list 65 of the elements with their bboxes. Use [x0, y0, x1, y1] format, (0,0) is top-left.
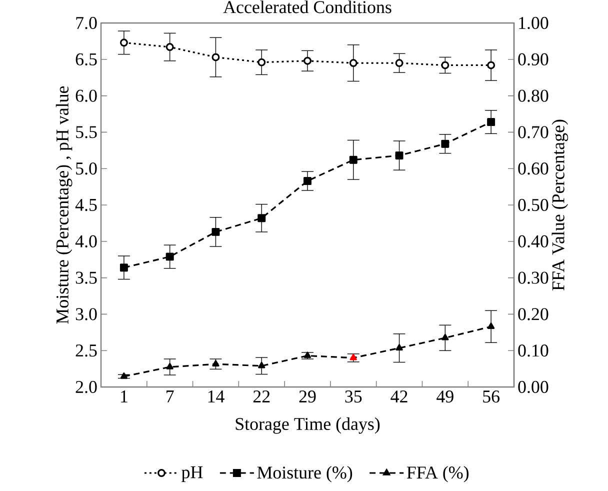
point	[120, 372, 128, 379]
point	[304, 176, 312, 185]
point	[166, 43, 174, 52]
y2-axis-title: FFA Value (Percentage)	[552, 120, 568, 290]
legend-label: FFA (%)	[406, 466, 469, 482]
y-tick-label: 7.0	[76, 16, 97, 30]
point	[396, 344, 403, 350]
point	[212, 228, 220, 236]
y2-tick-label: 0.70	[518, 126, 548, 138]
y-tick-label: 5.0	[76, 162, 97, 175]
x-axis-title: Storage Time (days)	[236, 417, 380, 434]
x-tick-label: 35	[345, 390, 362, 403]
y-tick-label: 3.0	[76, 308, 97, 320]
point	[166, 252, 174, 261]
point	[212, 53, 220, 62]
point	[442, 334, 449, 340]
point	[258, 362, 266, 368]
point	[120, 264, 128, 272]
point	[349, 59, 358, 68]
point	[349, 156, 358, 164]
y-axis-title: Moisture (Percentage) , pH value	[56, 86, 72, 324]
point	[395, 59, 404, 68]
y-tick-label: 3.5	[76, 272, 97, 284]
point	[212, 360, 220, 366]
point	[166, 362, 174, 370]
y-tick-label: 4.5	[75, 198, 97, 212]
x-tick-label: 7	[166, 390, 174, 402]
legend-label: Moisture (%)	[257, 466, 352, 482]
y2-tick-label: 0.30	[518, 272, 548, 284]
y2-tick-label: 0.50	[518, 198, 548, 212]
y2-tick-label: 0.80	[518, 90, 548, 102]
point	[258, 58, 266, 66]
point	[487, 61, 496, 70]
y-tick-label: 6.5	[76, 53, 97, 66]
point	[487, 322, 495, 329]
chart-title: Accelerated Conditions	[223, 0, 392, 14]
point	[304, 352, 312, 358]
x-tick-label: 14	[208, 390, 224, 402]
point	[441, 61, 450, 70]
y2-tick-label: 0.20	[518, 308, 548, 320]
y2-tick-label: 0.00	[518, 380, 548, 394]
y-tick-label: 5.5	[76, 126, 97, 138]
x-tick-label: 49	[436, 390, 454, 403]
point	[120, 38, 128, 47]
y-tick-label: 2.5	[76, 344, 97, 357]
y2-tick-label: 0.40	[518, 235, 548, 248]
x-tick-label: 29	[299, 390, 316, 403]
point	[487, 118, 496, 126]
x-tick-label: 56	[483, 390, 500, 403]
y2-tick-label: 0.10	[518, 344, 548, 357]
x-tick-label: 22	[253, 390, 270, 402]
x-tick-label: 1	[121, 390, 128, 402]
y2-tick-label: 0.90	[518, 53, 548, 66]
point	[304, 56, 312, 65]
y2-tick-label: 0.60	[518, 162, 548, 175]
y-tick-label: 2.0	[76, 380, 97, 394]
x-tick-label: 42	[390, 390, 408, 402]
y-tick-label: 4.0	[75, 235, 97, 248]
point	[441, 140, 450, 148]
point	[350, 354, 357, 360]
legend-label: pH	[182, 466, 203, 482]
y-tick-label: 6.0	[76, 90, 97, 102]
y2-tick-label: 1.00	[519, 16, 548, 30]
point	[258, 214, 266, 222]
point	[395, 152, 404, 160]
